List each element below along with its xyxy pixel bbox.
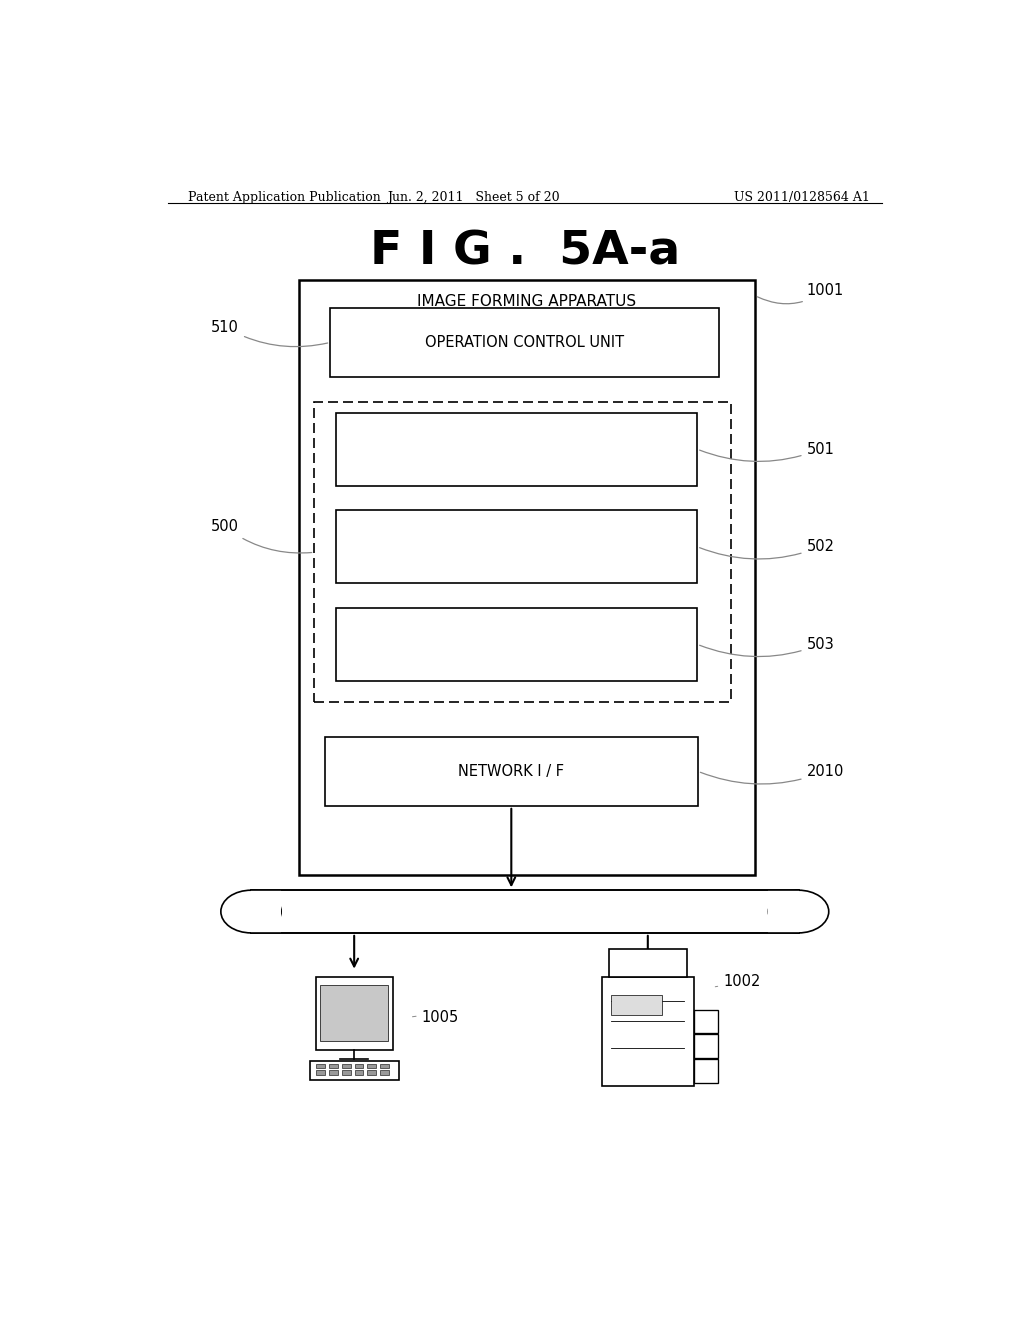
Bar	[336, 607, 697, 681]
Bar	[368, 1071, 377, 1074]
Bar	[768, 890, 799, 933]
Text: F I G .  5A-a: F I G . 5A-a	[370, 230, 680, 275]
Bar	[342, 1071, 350, 1074]
Bar	[325, 737, 697, 805]
Bar	[329, 1071, 338, 1074]
Bar	[693, 1059, 718, 1082]
Bar	[342, 1064, 350, 1068]
Text: OPERATION CONTROL UNIT: OPERATION CONTROL UNIT	[425, 335, 625, 350]
Bar	[316, 1064, 325, 1068]
Text: 503: 503	[699, 636, 835, 656]
Bar	[354, 1071, 364, 1074]
Bar	[329, 1064, 338, 1068]
Bar	[693, 1010, 718, 1034]
Text: 502: 502	[699, 539, 835, 558]
Bar	[602, 977, 693, 1086]
Text: DETERMINATION UNIT: DETERMINATION UNIT	[440, 552, 593, 566]
Bar	[368, 1064, 377, 1068]
Text: 501: 501	[699, 442, 835, 462]
Bar	[314, 403, 731, 702]
Ellipse shape	[768, 890, 828, 933]
Bar	[609, 949, 687, 977]
Text: MANAGEMENT UNIT: MANAGEMENT UNIT	[447, 454, 586, 469]
Bar	[321, 986, 388, 1041]
Text: Patent Application Publication: Patent Application Publication	[187, 191, 380, 203]
Bar	[336, 413, 697, 486]
Text: IMAGE FORMING APPARATUS: IMAGE FORMING APPARATUS	[417, 293, 636, 309]
Text: 1005: 1005	[413, 1010, 459, 1024]
Text: TRANSFER DESTINATION: TRANSFER DESTINATION	[431, 430, 601, 444]
Text: STORAGE UNIT: STORAGE UNIT	[465, 649, 568, 664]
Text: 2010: 2010	[700, 764, 844, 784]
Text: 1002: 1002	[715, 974, 761, 989]
Bar	[299, 280, 755, 875]
Bar	[611, 995, 662, 1015]
Bar	[354, 1064, 364, 1068]
Bar	[380, 1064, 389, 1068]
Bar	[315, 977, 393, 1049]
Bar	[251, 890, 282, 933]
Ellipse shape	[221, 890, 282, 933]
Text: CONTROL UNIT: CONTROL UNIT	[345, 436, 450, 450]
Text: 500: 500	[211, 519, 311, 553]
Bar	[316, 1071, 325, 1074]
Text: TRANSFER DESTINATION: TRANSFER DESTINATION	[345, 416, 515, 429]
Bar	[693, 1035, 718, 1057]
Text: TRANSFER DESTINATION: TRANSFER DESTINATION	[431, 626, 601, 639]
Text: TRANSFER DESTINATION: TRANSFER DESTINATION	[431, 528, 601, 541]
Text: NETWORK I / F: NETWORK I / F	[459, 764, 564, 779]
Bar	[336, 510, 697, 583]
Text: Jun. 2, 2011   Sheet 5 of 20: Jun. 2, 2011 Sheet 5 of 20	[387, 191, 559, 203]
Text: US 2011/0128564 A1: US 2011/0128564 A1	[734, 191, 870, 203]
Text: 510: 510	[211, 319, 328, 347]
Bar	[310, 1061, 398, 1080]
Bar	[380, 1071, 389, 1074]
Bar	[331, 308, 719, 378]
Text: 1001: 1001	[758, 282, 844, 304]
